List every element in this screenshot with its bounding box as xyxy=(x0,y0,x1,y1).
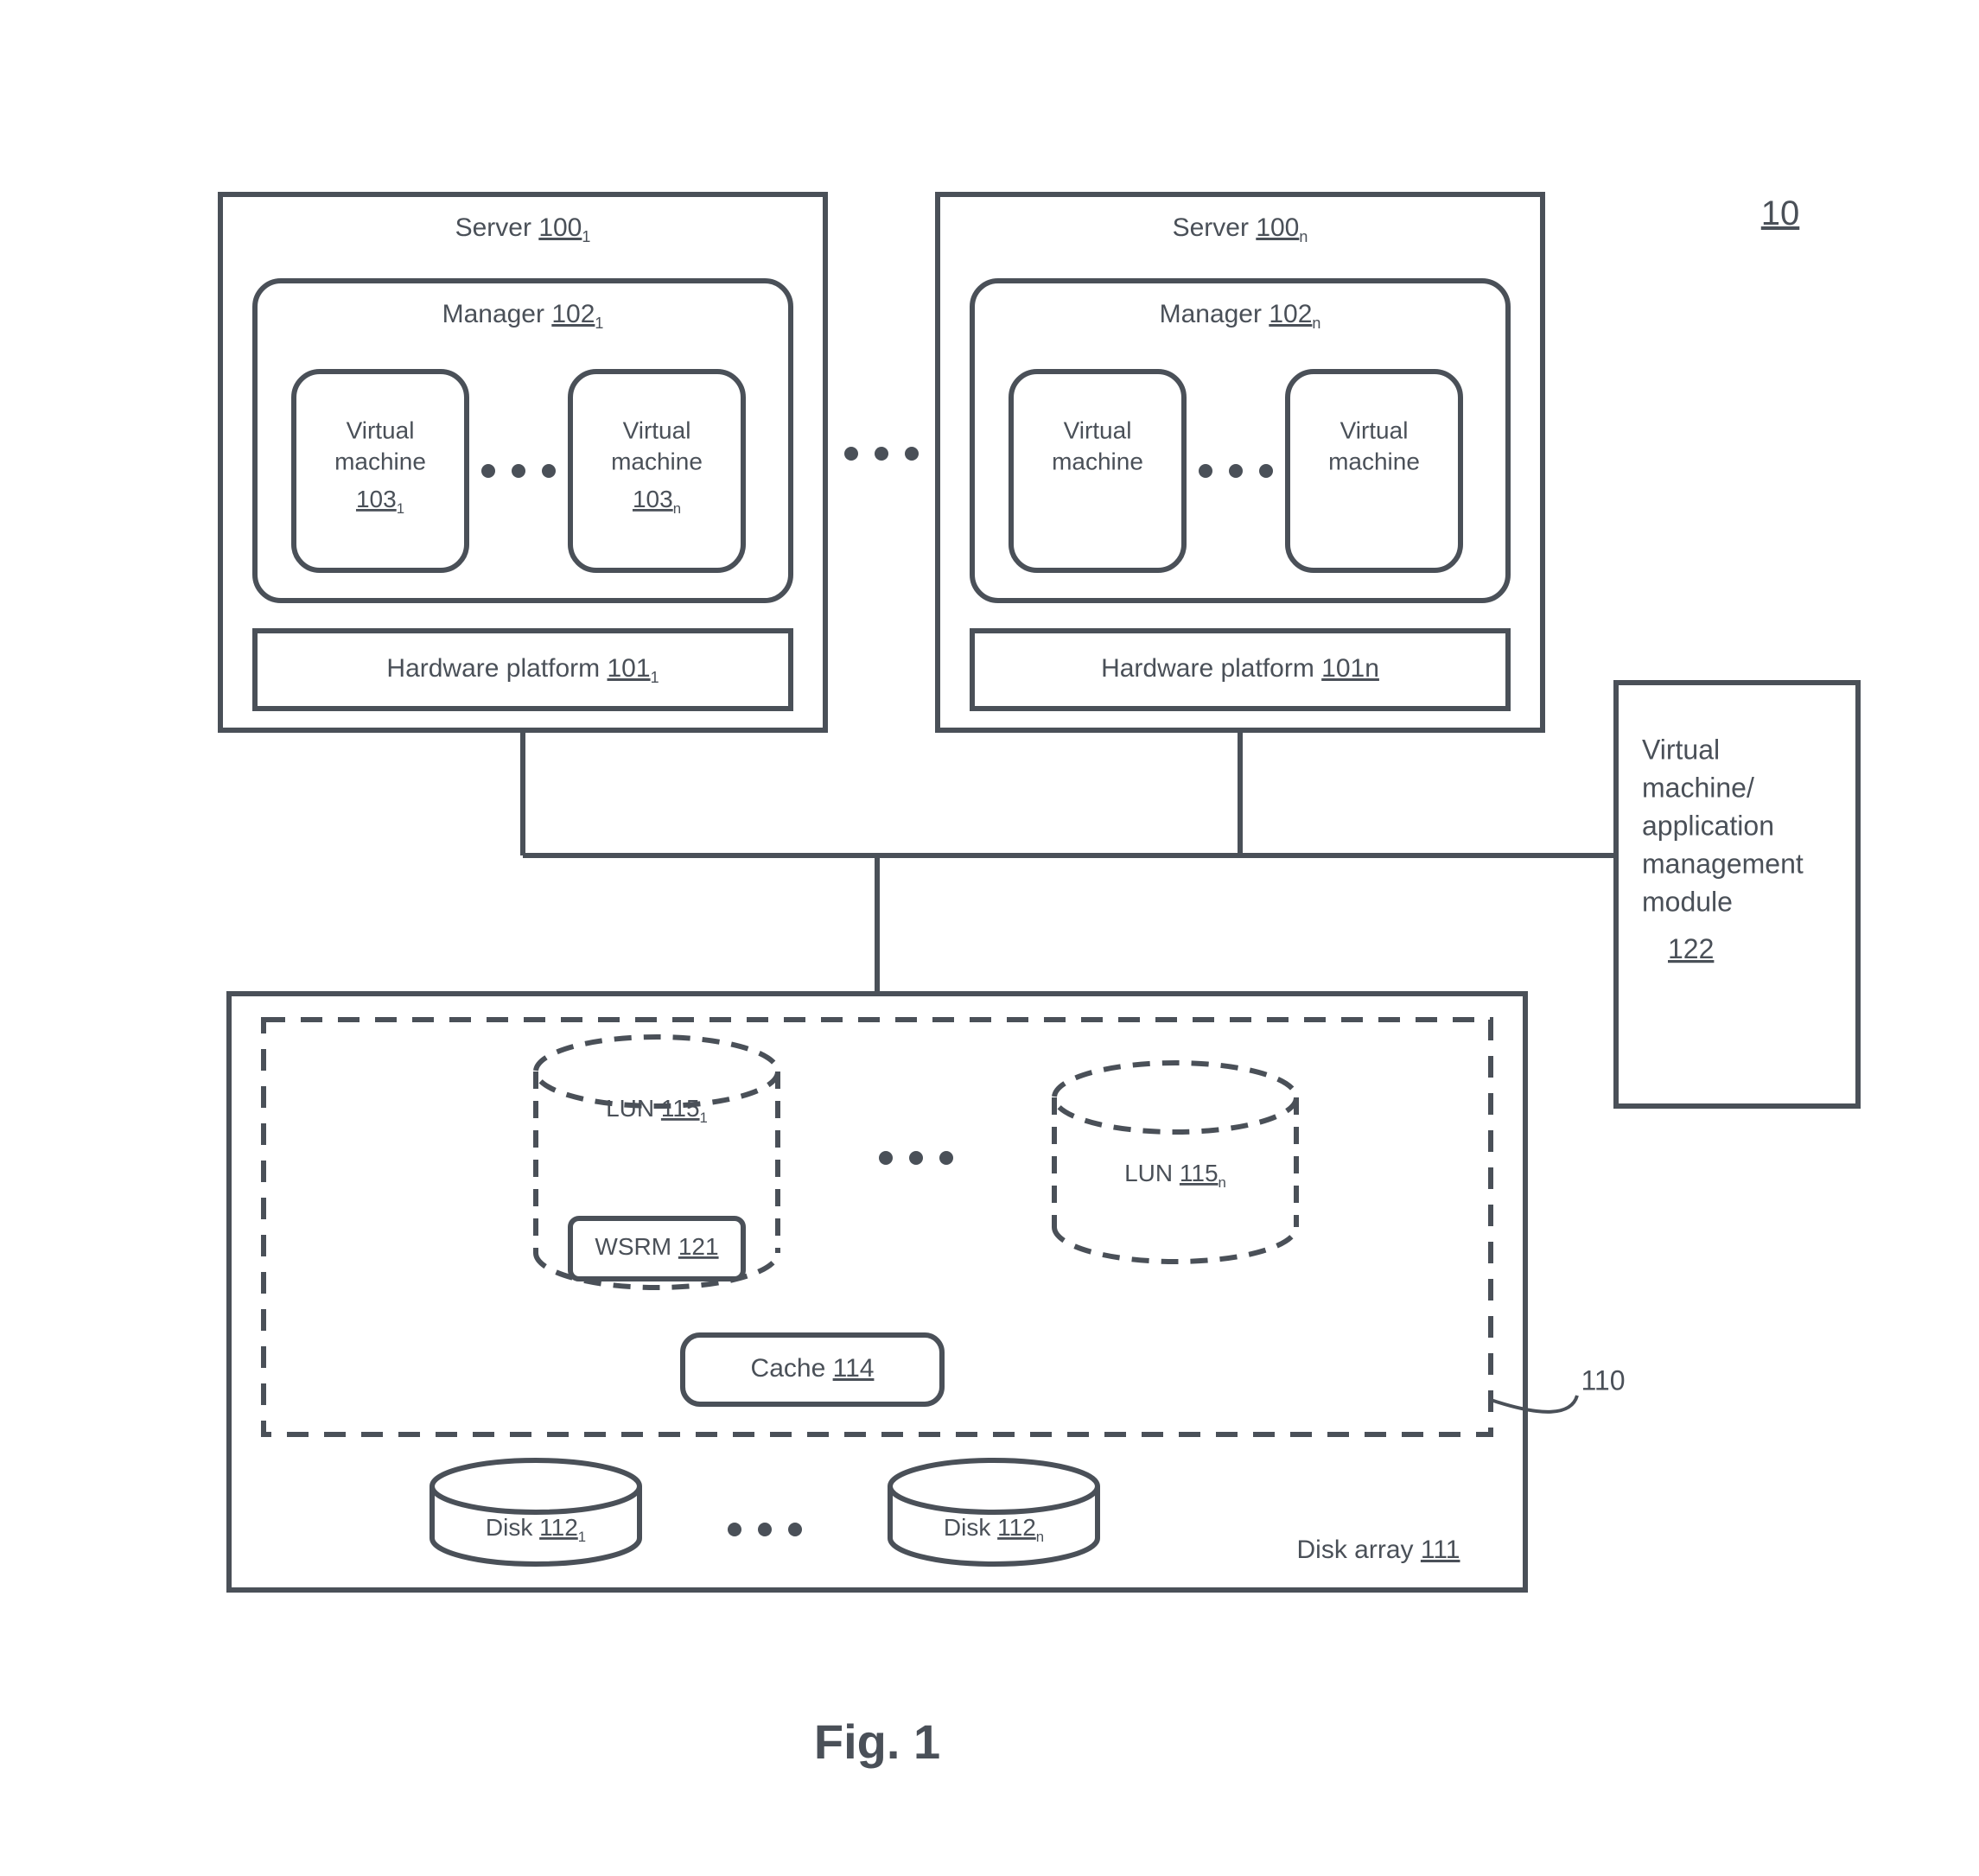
svg-text:Server 1001: Server 1001 xyxy=(455,213,591,245)
svg-text:LUN 1151: LUN 1151 xyxy=(606,1095,708,1126)
svg-text:machine: machine xyxy=(334,448,426,474)
svg-text:application: application xyxy=(1642,810,1774,841)
svg-text:machine: machine xyxy=(1052,448,1143,474)
svg-text:Virtual: Virtual xyxy=(1642,734,1720,765)
svg-text:Manager 102n: Manager 102n xyxy=(1160,300,1321,332)
svg-text:LUN 115n: LUN 115n xyxy=(1124,1160,1226,1191)
svg-text:Virtual: Virtual xyxy=(1064,417,1132,443)
connectors xyxy=(523,730,1616,994)
figure-label: Fig. 1 xyxy=(814,1714,940,1769)
server-block: Server 1001 Manager 1021 Virtual machine 103… xyxy=(220,194,825,730)
svg-text:103n: 103n xyxy=(633,486,681,517)
svg-text:management: management xyxy=(1642,848,1804,879)
svg-text:machine: machine xyxy=(1328,448,1420,474)
svg-text:Hardware platform 1011: Hardware platform 1011 xyxy=(386,654,659,686)
server-block: Server 100n Manager 102n Virtual machine Vir… xyxy=(938,194,1543,730)
svg-text:1031: 1031 xyxy=(356,486,404,517)
svg-text:Virtual: Virtual xyxy=(347,417,415,443)
svg-text:122: 122 xyxy=(1668,933,1714,964)
svg-text:Disk array 111: Disk array 111 xyxy=(1297,1536,1460,1564)
disk-array: LUN 1151 WSRM 121 LUN 115n Cache 114 Disk 11… xyxy=(229,994,1626,1590)
svg-text:Manager 1021: Manager 1021 xyxy=(442,300,604,332)
mgmt-module: Virtual machine/application management modu… xyxy=(1616,683,1858,1106)
svg-text:Disk 1121: Disk 1121 xyxy=(486,1514,586,1545)
figure-ref-10: 10 xyxy=(1761,194,1800,232)
svg-text:Hardware platform 101n: Hardware platform 101n xyxy=(1101,654,1379,683)
svg-text:machine: machine xyxy=(611,448,703,474)
svg-text:module: module xyxy=(1642,886,1733,917)
svg-text:Virtual: Virtual xyxy=(1340,417,1409,443)
svg-text:Virtual: Virtual xyxy=(623,417,691,443)
svg-text:Cache 114: Cache 114 xyxy=(751,1354,875,1383)
svg-text:110: 110 xyxy=(1581,1364,1625,1396)
svg-text:Server 100n: Server 100n xyxy=(1173,213,1308,245)
svg-text:WSRM 121: WSRM 121 xyxy=(595,1233,718,1260)
svg-text:machine/: machine/ xyxy=(1642,772,1754,803)
svg-text:Disk 112n: Disk 112n xyxy=(944,1514,1044,1545)
ellipsis-servers xyxy=(844,447,919,461)
